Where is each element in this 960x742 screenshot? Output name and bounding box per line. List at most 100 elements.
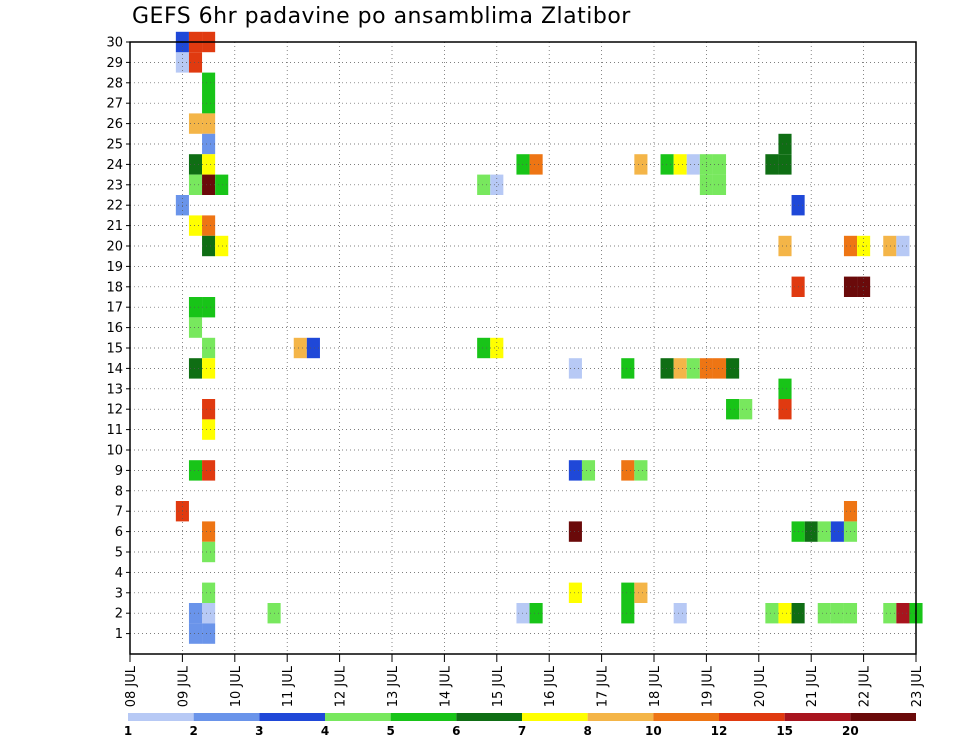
- heatmap-cell: [202, 358, 216, 379]
- heatmap-cell: [726, 399, 740, 420]
- colorbar-swatch: [259, 713, 325, 721]
- y-tick-label: 12: [106, 403, 123, 418]
- colorbar-swatch: [522, 713, 588, 721]
- y-tick-label: 24: [106, 158, 123, 173]
- y-tick-label: 15: [106, 342, 123, 357]
- y-axis: 1234567891011121314151617181920212223242…: [106, 36, 130, 642]
- heatmap-cell: [202, 399, 216, 420]
- x-tick-label: 11 JUL: [281, 665, 296, 707]
- x-tick-label: 21 JUL: [805, 665, 820, 707]
- heatmap-cell: [490, 174, 504, 195]
- colorbar: 1 2 3 4 5 6 7 8 10 12 15 20: [124, 713, 916, 738]
- heatmap-cell: [621, 358, 635, 379]
- heatmap-cell: [778, 603, 792, 624]
- heatmap-cell: [188, 215, 203, 236]
- heatmap-cell: [477, 174, 491, 195]
- y-tick-label: 9: [115, 464, 123, 479]
- heatmap-cell: [215, 174, 229, 195]
- colorbar-swatch: [784, 713, 851, 721]
- heatmap-cell: [202, 174, 216, 195]
- heatmap-cell: [621, 582, 635, 603]
- heatmap-cell: [188, 154, 203, 175]
- cells-layer: [175, 31, 923, 644]
- y-tick-label: 19: [106, 260, 123, 275]
- heatmap-cell: [568, 521, 582, 542]
- heatmap-cell: [202, 337, 216, 359]
- heatmap-cell: [529, 154, 543, 175]
- y-tick-label: 8: [115, 484, 123, 499]
- colorbar-swatch: [128, 713, 194, 721]
- heatmap-cell: [712, 154, 727, 175]
- heatmap-cell: [477, 337, 491, 359]
- colorbar-swatch: [850, 713, 916, 721]
- heatmap-cell: [568, 460, 582, 481]
- y-tick-label: 20: [106, 240, 123, 255]
- heatmap-cell: [529, 603, 543, 624]
- heatmap-cell: [778, 399, 792, 420]
- colorbar-swatch: [456, 713, 522, 721]
- heatmap-cell: [817, 603, 831, 624]
- colorbar-label: 6: [452, 724, 460, 738]
- heatmap-cell: [739, 399, 753, 420]
- y-tick-label: 25: [106, 138, 123, 153]
- heatmap-cell: [188, 317, 203, 338]
- heatmap-cell: [202, 541, 216, 563]
- heatmap-cell: [634, 154, 648, 175]
- heatmap-cell: [202, 235, 216, 257]
- heatmap-cell: [202, 215, 216, 236]
- heatmap-cell: [778, 378, 792, 399]
- heatmap-cell: [188, 358, 203, 379]
- heatmap-cell: [621, 603, 635, 624]
- x-tick-label: 17 JUL: [596, 665, 611, 707]
- heatmap-cell: [673, 358, 687, 379]
- y-tick-label: 26: [106, 117, 123, 132]
- heatmap-cell: [712, 358, 727, 379]
- y-tick-label: 13: [106, 382, 123, 397]
- x-axis: 08 JUL 09 JUL 10 JUL 11 JUL 12 JUL 13 JUL 14 J…: [124, 654, 925, 707]
- x-tick-label: 14 JUL: [438, 665, 453, 707]
- y-tick-label: 6: [115, 525, 123, 540]
- y-tick-label: 22: [106, 199, 123, 214]
- heatmap-cell: [673, 154, 687, 175]
- heatmap-cell: [188, 113, 203, 134]
- heatmap-cell: [188, 460, 203, 481]
- colorbar-label: 5: [386, 724, 394, 738]
- y-tick-label: 7: [115, 505, 123, 520]
- heatmap-cell: [202, 154, 216, 175]
- y-tick-label: 21: [106, 219, 123, 234]
- y-tick-label: 29: [106, 56, 123, 71]
- x-tick-label: 08 JUL: [124, 665, 139, 707]
- colorbar-label: 8: [583, 724, 591, 738]
- heatmap-cell: [202, 521, 216, 542]
- y-tick-label: 3: [115, 586, 123, 601]
- y-tick-label: 10: [106, 444, 123, 459]
- chart-title: GEFS 6hr padavine po ansamblima Zlatibor: [132, 4, 631, 29]
- y-tick-label: 5: [115, 546, 123, 561]
- x-tick-label: 20 JUL: [753, 665, 768, 707]
- heatmap-cell: [804, 521, 818, 542]
- colorbar-label: 12: [711, 724, 728, 738]
- colorbar-label: 7: [518, 724, 526, 738]
- colorbar-label: 3: [255, 724, 263, 738]
- heatmap-cell: [202, 93, 216, 114]
- colorbar-label: 2: [189, 724, 197, 738]
- y-tick-label: 11: [106, 423, 123, 438]
- y-tick-label: 23: [106, 178, 123, 193]
- heatmap-cell: [293, 337, 307, 359]
- x-tick-label: 23 JUL: [910, 665, 925, 707]
- y-tick-label: 16: [106, 321, 123, 336]
- heatmap-cell: [660, 154, 674, 175]
- colorbar-swatch: [193, 713, 260, 721]
- heatmap-cell: [202, 419, 216, 440]
- heatmap-cell: [202, 72, 216, 93]
- colorbar-swatch: [719, 713, 785, 721]
- heatmap-cell: [202, 623, 216, 644]
- heatmap-cell: [634, 582, 648, 603]
- y-tick-label: 27: [106, 97, 123, 112]
- heatmap-cell: [202, 582, 216, 603]
- heatmap-cell: [188, 603, 203, 624]
- x-tick-label: 10 JUL: [229, 665, 244, 707]
- heatmap-cell: [660, 358, 674, 379]
- x-tick-label: 22 JUL: [858, 665, 873, 707]
